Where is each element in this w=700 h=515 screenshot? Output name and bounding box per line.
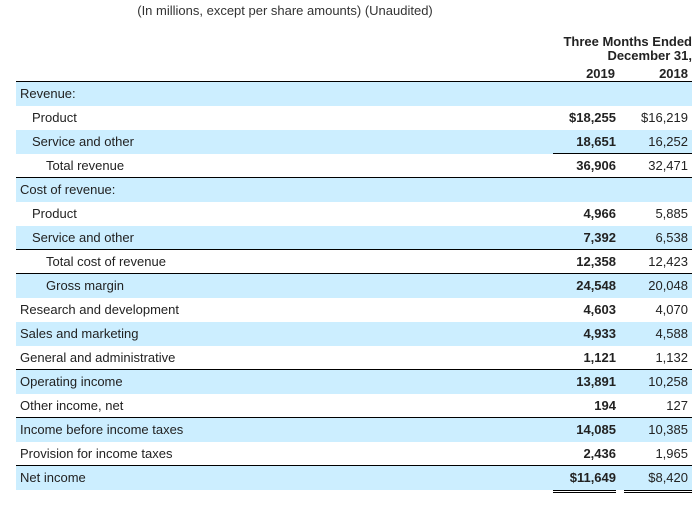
row-label: Other income, net [20, 398, 124, 413]
value-2018: 1,132 [655, 350, 688, 365]
value-2019: 7,392 [583, 230, 616, 245]
value-2019: 18,651 [576, 134, 616, 149]
section-rule [16, 417, 692, 418]
row-label: Total cost of revenue [46, 254, 166, 269]
table-row-provision-taxes: Provision for income taxes 2,436 1,965 [16, 442, 692, 466]
table-row-total-cost: Total cost of revenue 12,358 12,423 [16, 250, 692, 274]
value-2018: $8,420 [648, 470, 688, 485]
table-row-revenue-heading: Revenue: [16, 82, 692, 106]
value-2019: 194 [594, 398, 616, 413]
value-2018: 20,048 [648, 278, 688, 293]
table-row-general-admin: General and administrative 1,121 1,132 [16, 346, 692, 370]
value-2019: 4,933 [583, 326, 616, 341]
table-subtitle: (In millions, except per share amounts) … [137, 3, 433, 18]
value-2019: 12,358 [576, 254, 616, 269]
section-rule [16, 369, 692, 370]
subtotal-rule [553, 153, 692, 154]
period-header-line1: Three Months Ended [563, 34, 692, 49]
row-label: Research and development [20, 302, 179, 317]
table-row-product-cost: Product 4,966 5,885 [16, 202, 692, 226]
value-2019: 24,548 [576, 278, 616, 293]
row-label: Sales and marketing [20, 326, 139, 341]
value-2018: 32,471 [648, 158, 688, 173]
value-2018: 12,423 [648, 254, 688, 269]
period-header-line2: December 31, [607, 48, 692, 63]
row-label: Service and other [32, 134, 134, 149]
row-label: Income before income taxes [20, 422, 184, 437]
income-statement-table: Revenue: Product $18,255 $16,219 Service… [16, 82, 692, 493]
value-2018: 4,588 [655, 326, 688, 341]
section-rule [16, 465, 692, 466]
table-row-service-revenue: Service and other 18,651 16,252 [16, 130, 692, 154]
table-row-operating-income: Operating income 13,891 10,258 [16, 370, 692, 394]
value-2018: $16,219 [641, 110, 688, 125]
value-2019: $11,649 [569, 470, 616, 485]
row-label: Service and other [32, 230, 134, 245]
year-2018-header: 2018 [659, 66, 688, 81]
row-label: Operating income [20, 374, 123, 389]
row-label: General and administrative [20, 350, 176, 365]
header-rule [16, 81, 692, 82]
table-row-product-revenue: Product $18,255 $16,219 [16, 106, 692, 130]
row-label: Gross margin [46, 278, 125, 293]
value-2019: 4,966 [583, 206, 616, 221]
value-2019: 14,085 [576, 422, 616, 437]
section-rule [16, 273, 692, 274]
period-header: Three Months Ended December 31, [500, 35, 692, 63]
value-2018: 10,258 [648, 374, 688, 389]
value-2018: 6,538 [655, 230, 688, 245]
table-row-service-cost: Service and other 7,392 6,538 [16, 226, 692, 250]
value-2019: 4,603 [583, 302, 616, 317]
row-label: Total revenue [46, 158, 125, 173]
table-row-other-income: Other income, net 194 127 [16, 394, 692, 418]
table-row-net-income: Net income $11,649 $8,420 [16, 466, 692, 493]
row-label: Cost of revenue: [20, 182, 116, 197]
year-2019-header: 2019 [586, 66, 615, 81]
table-row-sales-marketing: Sales and marketing 4,933 4,588 [16, 322, 692, 346]
table-row-research: Research and development 4,603 4,070 [16, 298, 692, 322]
value-2018: 4,070 [655, 302, 688, 317]
double-underline-2019 [553, 490, 616, 493]
table-row-total-revenue: Total revenue 36,906 32,471 [16, 154, 692, 178]
row-label: Product [32, 110, 77, 125]
double-underline-2018 [624, 490, 692, 493]
value-2018: 10,385 [648, 422, 688, 437]
value-2019: 13,891 [576, 374, 616, 389]
value-2019: $18,255 [569, 110, 616, 125]
section-rule [16, 177, 692, 178]
row-label: Revenue: [20, 86, 76, 101]
row-label: Provision for income taxes [20, 446, 173, 461]
table-row-income-before-taxes: Income before income taxes 14,085 10,385 [16, 418, 692, 442]
value-2018: 5,885 [655, 206, 688, 221]
value-2019: 2,436 [583, 446, 616, 461]
value-2018: 1,965 [655, 446, 688, 461]
value-2018: 127 [666, 398, 688, 413]
value-2018: 16,252 [648, 134, 688, 149]
row-label: Product [32, 206, 77, 221]
table-row-cost-heading: Cost of revenue: [16, 178, 692, 202]
row-label: Net income [20, 470, 86, 485]
subtotal-rule [16, 249, 692, 250]
table-row-gross-margin: Gross margin 24,548 20,048 [16, 274, 692, 298]
value-2019: 1,121 [583, 350, 616, 365]
value-2019: 36,906 [576, 158, 616, 173]
